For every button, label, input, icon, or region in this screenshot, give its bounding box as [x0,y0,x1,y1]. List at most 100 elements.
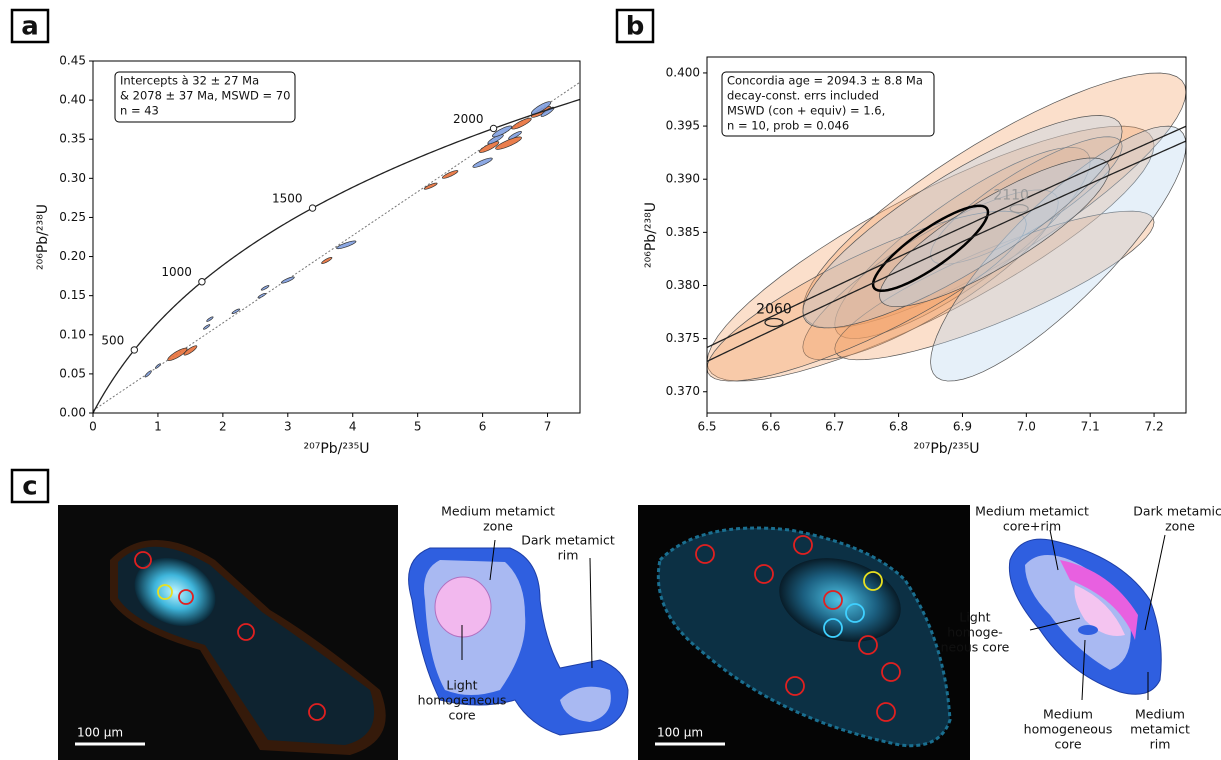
y-tick-label: 0.35 [59,132,86,146]
error-ellipse [834,147,1091,339]
error-ellipse [491,125,513,138]
region-label: Medium [1043,707,1093,722]
x-tick-label: 7.0 [1017,420,1036,434]
region-label: zone [1165,519,1195,534]
error-ellipse [472,157,493,168]
error-ellipse [154,363,161,369]
concordia-curve [93,98,580,413]
region-label: Medium [1135,707,1185,722]
concordia-curve [707,140,1186,363]
error-ellipse [540,106,555,117]
x-tick-label: 7.1 [1081,420,1100,434]
region-label: homogeneous [418,693,507,708]
x-tick-label: 5 [414,420,422,434]
error-ellipse [321,256,333,264]
x-axis-label: ²⁰⁷Pb/²³⁵U [304,441,370,457]
y-tick-label: 0.385 [666,225,700,239]
plot-area [707,72,1186,382]
age-label: 500 [101,333,124,347]
error-ellipse [167,347,188,361]
error-ellipse [802,72,1186,329]
error-ellipse [834,210,1155,361]
cl-image [58,505,398,760]
panel-letter-box [10,468,50,504]
error-ellipse [530,101,552,115]
error-ellipse [423,182,438,190]
region-label: core+rim [1003,519,1061,534]
region-label: homogeneous [1024,722,1113,737]
x-tick-label: 7.2 [1145,420,1164,434]
panel-letter: a [21,12,39,42]
error-ellipse [930,125,1186,382]
error-ellipse [511,117,532,130]
x-tick-label: 6.8 [889,420,908,434]
age-marker [130,346,139,354]
region-label: core [448,708,475,723]
region-label: zone [483,519,513,534]
error-ellipse [206,316,214,322]
region-label: Light [959,610,990,625]
age-label: 2060 [756,301,792,317]
annotation-box [721,71,935,137]
y-tick-label: 0.05 [59,366,86,380]
x-tick-label: 4 [349,420,357,434]
error-ellipse [203,324,211,330]
error-ellipse [879,157,1110,308]
y-tick-label: 0.25 [59,210,86,224]
region-label: Dark metamict [521,533,615,548]
y-tick-label: 0.390 [666,172,700,186]
y-tick-label: 0.400 [666,65,700,79]
y-tick-label: 0.370 [666,384,700,398]
x-tick-label: 6.6 [761,420,780,434]
y-tick-label: 0.40 [59,93,86,107]
y-tick-label: 0.45 [59,54,86,68]
region-label: Medium metamict [441,504,555,519]
error-ellipse [183,345,198,356]
x-tick-label: 0 [89,420,97,434]
zircon-schematic [408,539,629,736]
annotation-text: & 2078 ± 37 Ma, MSWD = 70 [120,89,290,103]
y-tick-label: 0.20 [59,249,86,263]
error-ellipse [260,285,270,291]
panel-letter: b [626,12,645,42]
region-label: metamict [1130,722,1190,737]
y-tick-label: 0.15 [59,288,86,302]
panel-letter: c [22,472,37,502]
error-ellipse [257,292,267,299]
region-label: rim [558,548,579,563]
concordia-curve [707,125,1186,349]
x-tick-label: 2 [219,420,227,434]
annotation-text: n = 43 [120,104,159,118]
x-tick-label: 1 [154,420,162,434]
plot-frame [92,60,581,414]
region-label: neous core [941,640,1010,655]
annotation-text: n = 10, prob = 0.046 [727,119,849,133]
plot-frame [706,56,1187,414]
x-axis-label: ²⁰⁷Pb/²³⁵U [914,441,980,457]
error-ellipse [336,240,357,250]
error-ellipse [280,276,295,284]
y-tick-label: 0.395 [666,119,700,133]
age-marker [198,278,206,286]
x-tick-label: 3 [284,420,292,434]
age-marker [764,317,784,328]
scale-bar-label: 100 µm [657,726,703,740]
y-axis-label: ²⁰⁶Pb/²³⁸U [643,202,659,268]
y-axis-label: ²⁰⁶Pb/²³⁸U [35,204,51,270]
plot-area [93,81,580,413]
annotation-text: decay-const. errs included [727,89,879,103]
age-label: 2000 [453,112,484,126]
y-tick-label: 0.00 [59,406,86,420]
age-marker [489,124,498,133]
error-ellipse [802,115,1123,329]
x-tick-label: 6.5 [697,420,716,434]
age-marker [1009,203,1029,214]
error-ellipse [508,131,522,140]
region-label: Medium metamict [975,504,1089,519]
scale-bar-label: 100 µm [77,726,123,740]
age-marker [308,204,317,212]
annotation-text: Concordia age = 2094.3 ± 8.8 Ma [727,74,923,88]
y-tick-label: 0.30 [59,171,86,185]
y-tick-label: 0.10 [59,327,86,341]
